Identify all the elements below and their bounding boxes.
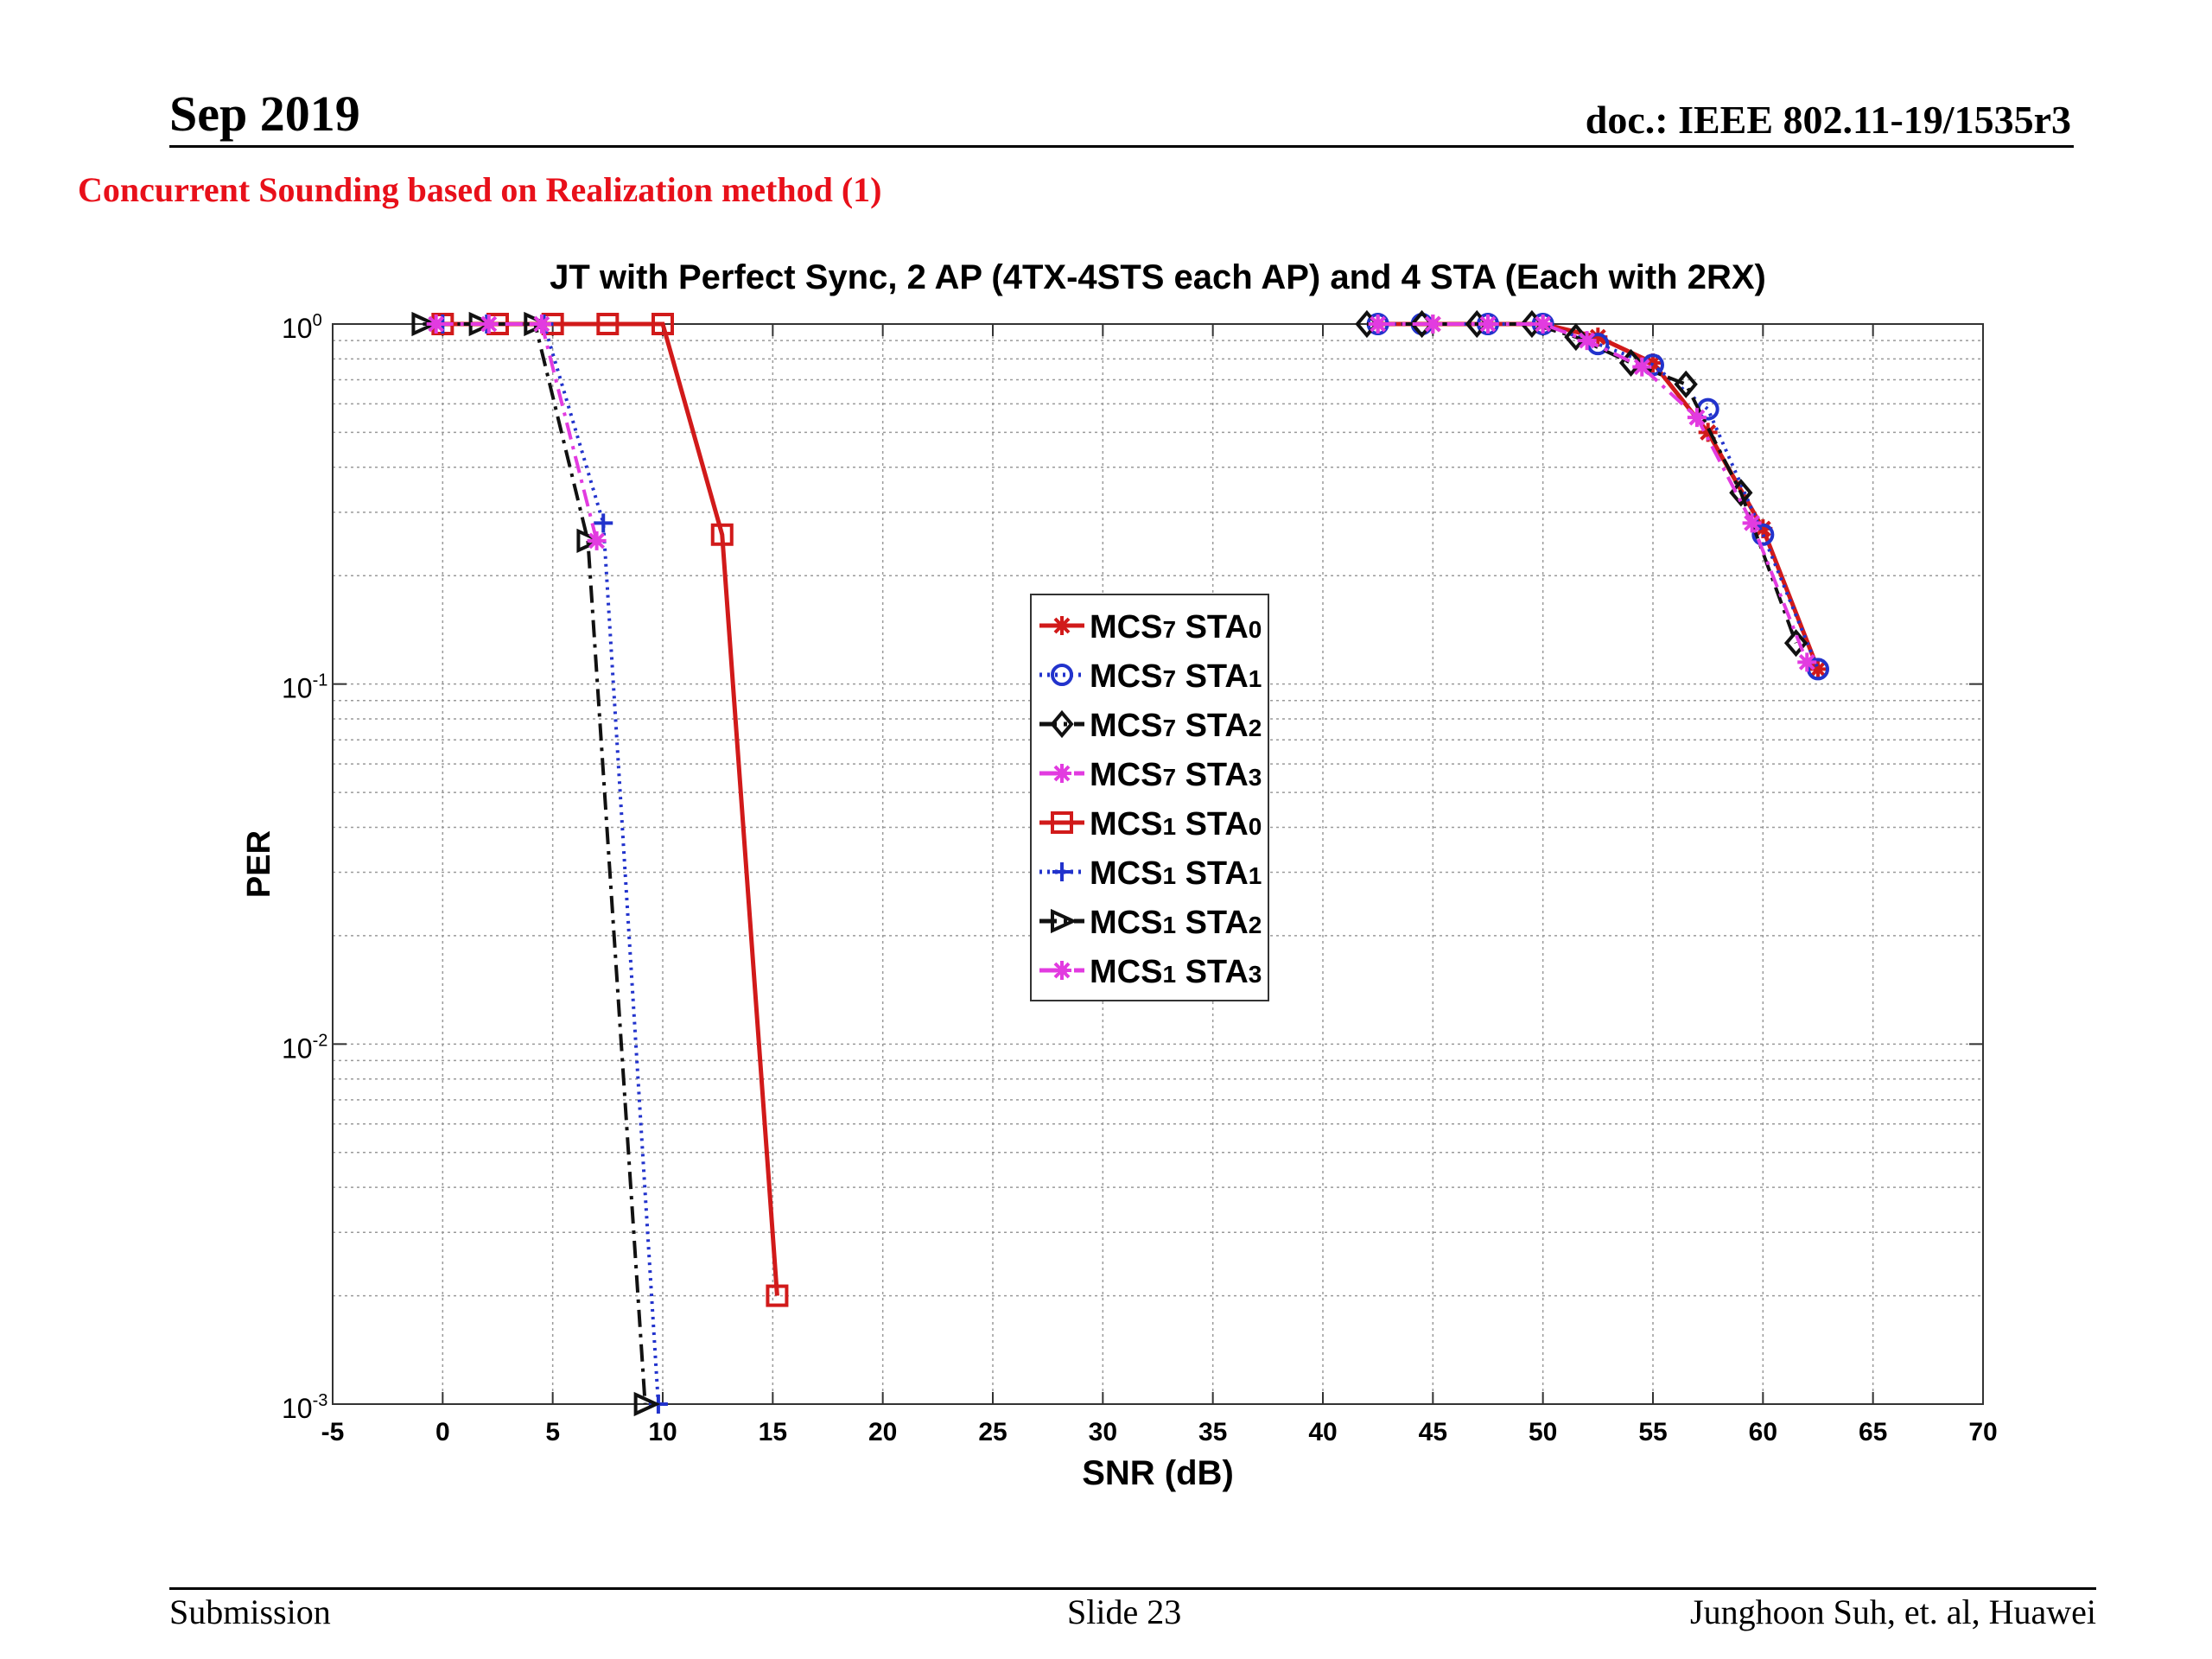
footer-slide-number: Slide 23 bbox=[1067, 1592, 1182, 1631]
x-tick-label: 25 bbox=[978, 1418, 1007, 1446]
diamond-marker bbox=[1564, 322, 1588, 352]
triangle-marker bbox=[1051, 908, 1077, 934]
y-tick-labels: 100 10-1 10-2 10-3 bbox=[282, 311, 1983, 1424]
legend-box bbox=[1030, 594, 1269, 1001]
y-tick-label: 10-3 bbox=[282, 1391, 327, 1424]
x-tick-label: 45 bbox=[1419, 1418, 1447, 1446]
x-tick-label: 55 bbox=[1638, 1418, 1667, 1446]
star-marker bbox=[1478, 315, 1497, 334]
star-marker bbox=[1533, 315, 1553, 334]
star-marker bbox=[1808, 659, 1827, 679]
y-tick-label: 10-2 bbox=[282, 1031, 327, 1064]
x-tick-labels: -5 0 5 10 15 20 25 30 35 40 45 50 55 60 65 70 bbox=[321, 324, 1998, 1446]
star-marker bbox=[531, 315, 551, 334]
legend-entry: MCS1 STA2 bbox=[1039, 905, 1262, 941]
diamond-marker bbox=[1783, 629, 1808, 658]
y-tick-label: 100 bbox=[282, 311, 322, 344]
x-tick-label: 65 bbox=[1859, 1418, 1887, 1446]
legend-label: MCS1 STA1 bbox=[1090, 855, 1262, 892]
star-marker bbox=[1797, 652, 1817, 672]
star-marker bbox=[1423, 315, 1443, 334]
square-marker bbox=[1051, 811, 1073, 834]
footer-author: Junghoon Suh, et. al, Huawei bbox=[1690, 1592, 2096, 1631]
x-tick-label: 30 bbox=[1089, 1418, 1117, 1446]
series-lines bbox=[411, 309, 1829, 1417]
legend-entry: MCS7 STA3 bbox=[1039, 757, 1262, 793]
chart-title: JT with Perfect Sync, 2 AP (4TX-4STS eac… bbox=[550, 258, 1766, 296]
square-marker bbox=[766, 1284, 789, 1307]
x-tick-label: 70 bbox=[1968, 1418, 1997, 1446]
legend-entry: MCS1 STA1 bbox=[1039, 855, 1262, 892]
legend-label: MCS7 STA2 bbox=[1090, 708, 1262, 744]
star-marker bbox=[1588, 327, 1608, 347]
star-marker bbox=[587, 531, 607, 550]
triangle-marker bbox=[411, 311, 439, 337]
legend-entry: MCS7 STA0 bbox=[1039, 609, 1262, 645]
x-tick-label: 20 bbox=[868, 1418, 897, 1446]
plus-marker bbox=[1052, 862, 1071, 881]
star-marker bbox=[1698, 423, 1718, 442]
legend-entry: MCS1 STA3 bbox=[1039, 954, 1262, 990]
x-tick-label: 35 bbox=[1198, 1418, 1227, 1446]
legend-label: MCS7 STA1 bbox=[1090, 658, 1262, 695]
series-mcs7-sta3 bbox=[1368, 315, 1817, 672]
legend-label: MCS1 STA2 bbox=[1090, 905, 1262, 941]
square-marker bbox=[596, 313, 620, 335]
header-divider bbox=[169, 145, 2074, 148]
x-tick-label: -5 bbox=[321, 1418, 345, 1446]
plus-marker bbox=[594, 513, 613, 533]
diamond-marker bbox=[1674, 370, 1698, 398]
series-line bbox=[1377, 322, 1820, 671]
star-marker bbox=[1643, 353, 1662, 372]
star-marker bbox=[1687, 408, 1707, 428]
triangle-marker bbox=[633, 1391, 661, 1417]
x-axis-label: SNR (dB) bbox=[1082, 1454, 1234, 1492]
star-marker bbox=[1753, 518, 1773, 538]
star-marker bbox=[1368, 315, 1388, 334]
y-tick-label: 10-1 bbox=[282, 671, 327, 704]
series-mcs1-sta3 bbox=[426, 315, 607, 550]
legend-label: MCS7 STA3 bbox=[1090, 757, 1262, 793]
star-marker bbox=[1577, 331, 1597, 351]
star-marker bbox=[1742, 513, 1762, 533]
slide-subtitle: Concurrent Sounding based on Realization… bbox=[78, 170, 882, 209]
diamond-marker bbox=[1050, 709, 1074, 739]
star-marker bbox=[1052, 616, 1071, 635]
header-date: Sep 2019 bbox=[169, 86, 360, 142]
legend: MCS7 STA0 MCS7 STA1 MCS7 STA2 MCS7 STA3 MCS1… bbox=[1030, 594, 1269, 1001]
plot-frame bbox=[332, 323, 1984, 1405]
y-axis-label: PER bbox=[241, 830, 277, 898]
legend-label: MCS7 STA0 bbox=[1090, 609, 1262, 645]
x-tick-label: 10 bbox=[648, 1418, 677, 1446]
x-tick-label: 5 bbox=[545, 1418, 560, 1446]
series-line bbox=[435, 322, 599, 542]
circle-marker bbox=[1051, 664, 1073, 686]
legend-entry: MCS7 STA2 bbox=[1039, 708, 1262, 744]
star-marker bbox=[426, 315, 446, 334]
footer-divider bbox=[169, 1587, 2096, 1590]
star-marker bbox=[1052, 764, 1071, 783]
triangle-marker bbox=[468, 311, 496, 337]
legend-entry: MCS7 STA1 bbox=[1039, 658, 1262, 695]
square-marker bbox=[652, 313, 674, 335]
footer-submission: Submission bbox=[169, 1592, 331, 1631]
star-marker bbox=[479, 315, 499, 334]
x-tick-label: 15 bbox=[759, 1418, 787, 1446]
legend-label: MCS1 STA0 bbox=[1090, 806, 1262, 842]
triangle-marker bbox=[576, 528, 604, 553]
header-doc-id: doc.: IEEE 802.11-19/1535r3 bbox=[1585, 98, 2071, 142]
legend-label: MCS1 STA3 bbox=[1090, 954, 1262, 990]
square-marker bbox=[710, 523, 734, 546]
star-marker bbox=[1632, 357, 1652, 377]
legend-entry: MCS1 STA0 bbox=[1039, 806, 1262, 842]
star-marker bbox=[1052, 961, 1071, 980]
x-tick-label: 40 bbox=[1308, 1418, 1337, 1446]
x-tick-label: 50 bbox=[1529, 1418, 1557, 1446]
circle-marker bbox=[1751, 523, 1775, 546]
x-tick-label: 60 bbox=[1749, 1418, 1777, 1446]
x-tick-label: 0 bbox=[435, 1418, 450, 1446]
